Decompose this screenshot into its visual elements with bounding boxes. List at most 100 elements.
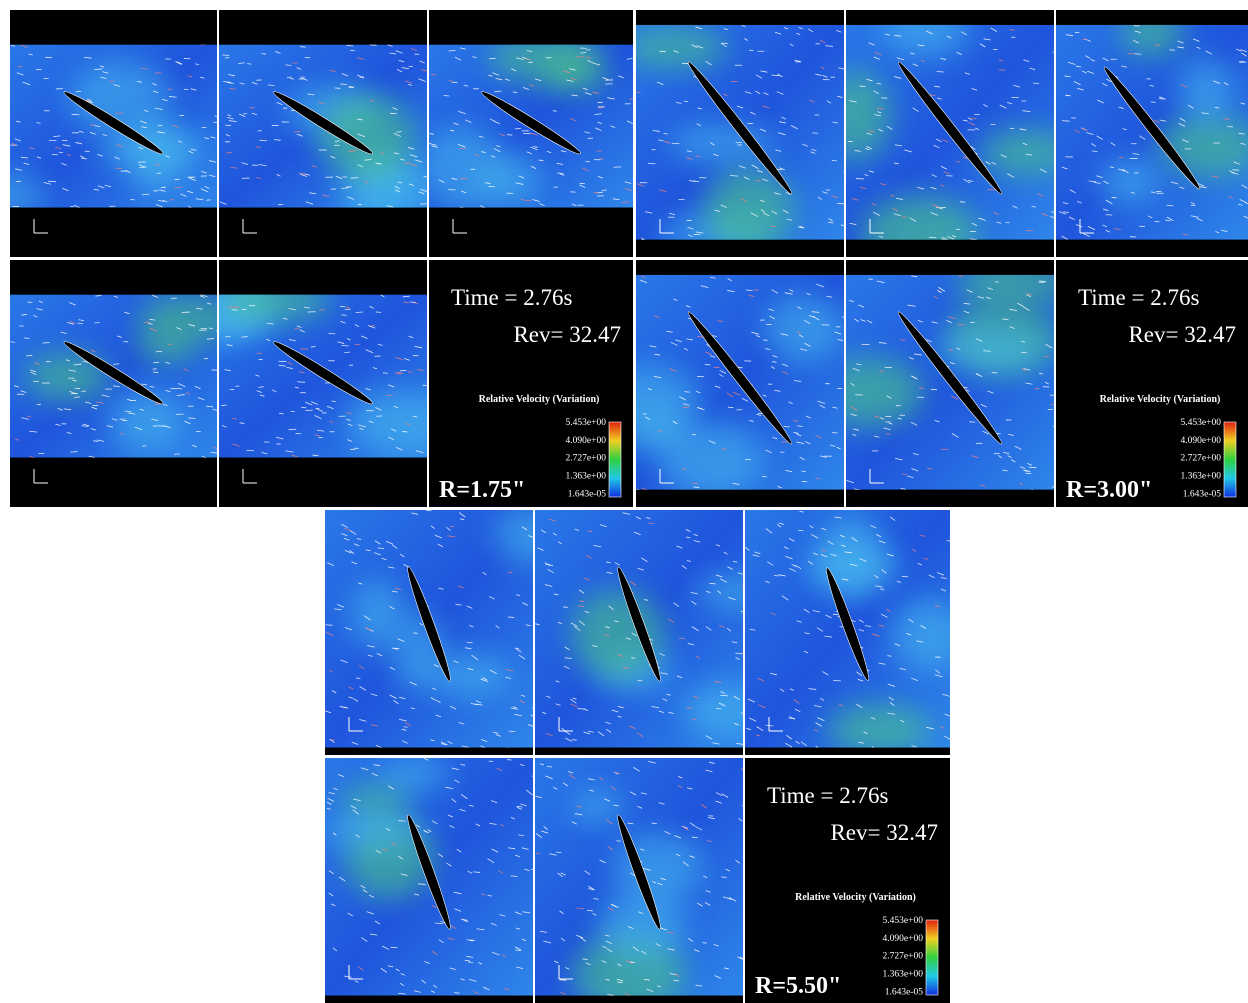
velocity-field	[745, 510, 968, 754]
velocity-vector	[648, 163, 655, 164]
velocity-vector	[937, 72, 944, 73]
field-blob	[380, 757, 447, 789]
colorbar-tick-label: 5.453e+00	[883, 916, 924, 926]
colorbar-tick-label: 5.453e+00	[1181, 418, 1222, 428]
simulation-panel	[219, 10, 441, 257]
velocity-vector	[959, 276, 963, 277]
velocity-vector	[508, 617, 514, 618]
velocity-vector	[1026, 154, 1032, 155]
radius-label: R=3.00"	[1066, 477, 1152, 503]
velocity-vector	[287, 77, 292, 78]
field-blob	[657, 423, 764, 499]
colorbar	[926, 920, 938, 995]
velocity-vector	[297, 382, 305, 383]
velocity-vector	[557, 173, 563, 174]
info-panel: Time = 2.76sRev= 32.47Relative Velocity …	[745, 758, 950, 1003]
simulation-panel	[418, 10, 635, 257]
velocity-vector	[827, 297, 832, 298]
velocity-vector	[833, 680, 840, 681]
velocity-vector	[652, 823, 657, 824]
velocity-field	[325, 505, 569, 750]
rev-label: Rev= 32.47	[513, 322, 621, 347]
simulation-panel	[621, 10, 851, 257]
colorbar-tick-label: 4.090e+00	[566, 436, 607, 446]
velocity-vector	[644, 979, 650, 980]
simulation-panel	[0, 10, 222, 257]
velocity-vector	[449, 50, 456, 51]
time-label: Time = 2.76s	[767, 783, 888, 808]
radius-label: R=1.75"	[439, 477, 525, 503]
radius-label: R=5.50"	[755, 973, 841, 999]
velocity-vector	[450, 526, 454, 527]
velocity-vector	[392, 648, 400, 649]
velocity-vector	[513, 92, 517, 93]
velocity-field	[621, 25, 851, 252]
simulation-panel	[322, 757, 538, 1003]
velocity-vector	[404, 727, 408, 728]
legend-title: Relative Velocity (Variation)	[479, 394, 600, 405]
field-blob	[351, 580, 403, 649]
velocity-vector	[157, 173, 161, 174]
velocity-vector	[1033, 83, 1039, 84]
velocity-vector	[326, 625, 333, 626]
velocity-vector	[356, 678, 360, 679]
velocity-field	[1056, 9, 1248, 240]
velocity-vector	[431, 74, 437, 75]
velocity-vector	[443, 95, 449, 96]
colorbar-tick-label: 1.643e-05	[1183, 489, 1222, 499]
figure: Time = 2.76s Rev= 32.47 Relative Velocity …	[0, 0, 1248, 1003]
velocity-vector	[860, 86, 866, 87]
colorbar-tick-label: 1.363e+00	[883, 970, 924, 980]
colorbar-tick-label: 1.363e+00	[566, 472, 607, 482]
velocity-vector	[354, 448, 358, 449]
velocity-field	[177, 270, 455, 458]
simulation-panel	[745, 510, 968, 755]
velocity-vector	[1112, 197, 1117, 198]
field-blob	[137, 327, 195, 363]
colorbar-tick-label: 2.727e+00	[1181, 454, 1222, 464]
velocity-vector	[631, 658, 635, 659]
colorbar-tick-label: 2.727e+00	[883, 952, 924, 962]
velocity-field	[824, 6, 1073, 270]
info-panel: Time = 2.76sRev= 32.47Relative Velocity …	[1056, 260, 1248, 507]
velocity-vector	[175, 179, 180, 180]
velocity-field	[816, 258, 1072, 491]
colorbar-tick-label: 1.363e+00	[1181, 472, 1222, 482]
simulation-panel	[1056, 9, 1248, 257]
colorbar-tick-label: 1.643e-05	[885, 987, 924, 997]
velocity-vector	[191, 150, 196, 151]
velocity-vector	[301, 407, 306, 408]
velocity-vector	[489, 58, 496, 59]
velocity-vector	[370, 325, 374, 326]
simulation-panel	[824, 6, 1073, 270]
velocity-vector	[473, 872, 480, 873]
velocity-vector	[684, 392, 689, 393]
velocity-vector	[295, 329, 299, 330]
time-label: Time = 2.76s	[1078, 285, 1199, 310]
colorbar-tick-label: 5.453e+00	[566, 418, 607, 428]
velocity-vector	[413, 633, 417, 634]
velocity-vector	[142, 446, 146, 447]
velocity-vector	[615, 773, 621, 774]
velocity-field	[322, 757, 538, 995]
velocity-field	[0, 44, 222, 216]
velocity-vector	[604, 635, 610, 636]
field-blob	[819, 513, 883, 600]
colorbar-tick-label: 2.727e+00	[566, 454, 607, 464]
colorbar-tick-label: 4.090e+00	[1181, 436, 1222, 446]
velocity-vector	[188, 418, 195, 419]
field-blob	[621, 28, 727, 68]
time-label: Time = 2.76s	[451, 285, 572, 310]
velocity-vector	[398, 821, 405, 822]
velocity-vector	[48, 181, 56, 182]
simulation-panel	[535, 758, 750, 1003]
legend-title: Relative Velocity (Variation)	[795, 892, 916, 903]
velocity-vector	[59, 152, 63, 153]
simulation-panel	[816, 258, 1072, 507]
velocity-vector	[1063, 212, 1068, 213]
velocity-vector	[226, 152, 232, 153]
colorbar	[1224, 422, 1236, 497]
velocity-vector	[360, 77, 364, 78]
velocity-vector	[489, 186, 495, 187]
info-panel: Time = 2.76s Rev= 32.47 Relative Velocity …	[429, 260, 633, 507]
